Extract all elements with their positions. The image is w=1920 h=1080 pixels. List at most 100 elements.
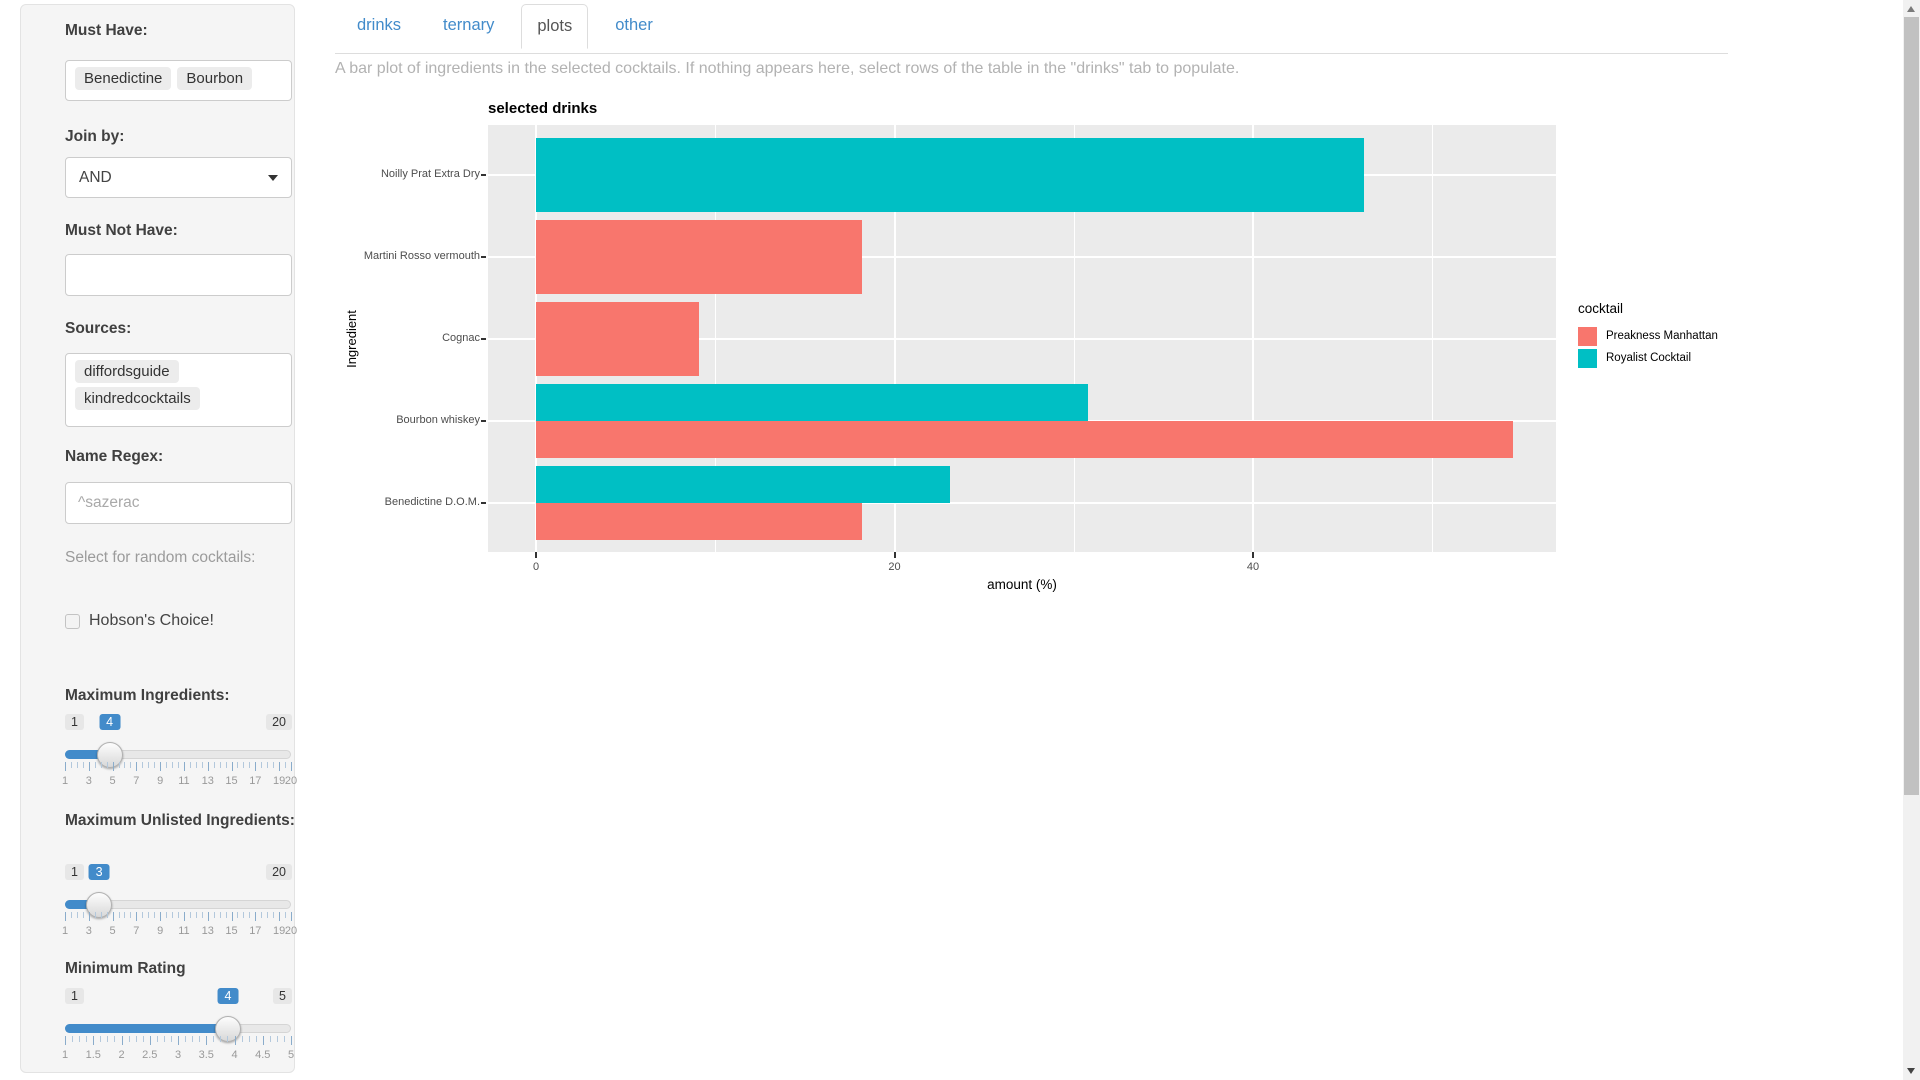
slider-tick-major bbox=[88, 912, 90, 921]
bar-preakness bbox=[536, 302, 700, 376]
tab-ternary[interactable]: ternary bbox=[428, 4, 509, 54]
max-unlisted-ingredients-slider[interactable]: 1 20 3 1 3 5 7 9 11 13 15 17 19 20 bbox=[61, 862, 297, 940]
slider-max-label: 5 bbox=[273, 988, 292, 1004]
slider-tick bbox=[189, 762, 191, 768]
hobsons-choice-label[interactable]: Hobson's Choice! bbox=[89, 612, 214, 629]
slider-tick bbox=[100, 1036, 102, 1042]
scrollbar-thumb[interactable] bbox=[1904, 17, 1919, 795]
y-tick-label: Cognac bbox=[442, 332, 480, 344]
tab-other-link[interactable]: other bbox=[615, 16, 653, 34]
slider-tick bbox=[237, 912, 239, 918]
slider-tick-label: 17 bbox=[249, 925, 262, 937]
slider-tick-major bbox=[291, 762, 292, 771]
slider-tick-label: 2.5 bbox=[142, 1049, 158, 1061]
legend-swatch bbox=[1578, 326, 1597, 346]
slider-tick-major bbox=[88, 762, 90, 771]
slider-tick-label: 7 bbox=[133, 925, 140, 937]
must-not-have-input[interactable] bbox=[65, 254, 292, 296]
x-tick-label: 40 bbox=[1246, 561, 1260, 573]
slider-tick bbox=[178, 762, 179, 768]
must-have-label: Must Have: bbox=[65, 22, 148, 39]
slider-tick-major bbox=[291, 1036, 292, 1045]
slider-tick bbox=[124, 912, 126, 918]
bar-preakness bbox=[536, 421, 1513, 458]
name-regex-input[interactable] bbox=[65, 482, 292, 524]
slider-tick-major bbox=[279, 912, 281, 921]
slider-tick bbox=[163, 1036, 165, 1042]
plot-description: A bar plot of ingredients in the selecte… bbox=[335, 60, 1240, 77]
slider-tick bbox=[135, 1036, 137, 1042]
slider-tick bbox=[178, 912, 179, 918]
slider-tick-label: 20 bbox=[284, 925, 298, 937]
tab-other[interactable]: other bbox=[600, 4, 668, 54]
y-tick-mark bbox=[481, 256, 486, 258]
slider-tick-label: 7 bbox=[133, 775, 140, 787]
bar-royalist bbox=[536, 138, 1365, 212]
slider-tick bbox=[106, 912, 108, 918]
slider-tick-major bbox=[255, 912, 257, 921]
slider-tick bbox=[172, 912, 174, 918]
y-tick-mark bbox=[481, 502, 486, 504]
tag-chip[interactable]: Benedictine bbox=[75, 67, 172, 90]
minimum-rating-slider[interactable]: 1 5 4 1 1.5 2 2.5 3 3.5 4 4.5 5 bbox=[62, 986, 294, 1064]
chart-title: selected drinks bbox=[488, 100, 598, 117]
chart-legend: cocktail Preakness Manhattan Royalist Coc… bbox=[1578, 301, 1738, 369]
slider-tick bbox=[70, 762, 72, 768]
scroll-up-arrow-icon[interactable] bbox=[1907, 6, 1915, 12]
slider-tick-label: 3 bbox=[85, 925, 92, 937]
slider-handle[interactable] bbox=[86, 892, 113, 918]
slider-tick bbox=[243, 912, 245, 918]
slider-tick-label: 5 bbox=[109, 775, 116, 787]
tag-chip[interactable]: kindredcocktails bbox=[75, 387, 200, 410]
x-tick-mark bbox=[1252, 552, 1254, 558]
slider-tick bbox=[70, 912, 72, 918]
slider-max-label: 20 bbox=[266, 714, 292, 730]
slider-tick bbox=[195, 762, 197, 768]
join-by-select[interactable]: AND bbox=[65, 157, 292, 198]
legend-entry-label: Royalist Cocktail bbox=[1606, 352, 1691, 364]
tag-chip[interactable]: diffordsguide bbox=[75, 360, 179, 383]
tab-ternary-link[interactable]: ternary bbox=[443, 16, 495, 34]
slider-tick-label: 17 bbox=[249, 775, 262, 787]
slider-tick-major bbox=[279, 762, 281, 771]
sources-input[interactable]: diffordsguide kindredcocktails bbox=[65, 353, 292, 427]
tag-chip[interactable]: Bourbon bbox=[177, 67, 253, 90]
slider-tick bbox=[100, 762, 102, 768]
slider-tick bbox=[248, 1036, 250, 1042]
slider-tick bbox=[170, 1036, 172, 1042]
slider-tick bbox=[148, 912, 150, 918]
chart-plot-panel bbox=[488, 125, 1556, 552]
slider-tick-major bbox=[136, 912, 138, 921]
sidebar-filter-panel: Must Have: Benedictine Bourbon Join by: A… bbox=[20, 4, 297, 1073]
slider-tick bbox=[148, 762, 150, 768]
tab-bar: drinks ternary plots other bbox=[335, 4, 1728, 54]
tab-plots-link[interactable]: plots bbox=[521, 4, 589, 49]
slider-tick bbox=[283, 1036, 285, 1042]
tab-drinks[interactable]: drinks bbox=[342, 4, 416, 54]
slider-fill bbox=[65, 750, 110, 759]
slider-tick-label: 1 bbox=[61, 925, 69, 937]
max-unlisted-ingredients-label: Maximum Unlisted Ingredients: bbox=[65, 812, 295, 829]
slider-tick bbox=[220, 1036, 222, 1042]
tab-plots[interactable]: plots bbox=[521, 4, 589, 54]
vertical-scrollbar[interactable] bbox=[1903, 0, 1920, 1080]
tab-drinks-link[interactable]: drinks bbox=[357, 16, 402, 34]
slider-tick bbox=[219, 912, 221, 918]
hobsons-choice-checkbox[interactable] bbox=[65, 614, 80, 629]
x-tick-label: 0 bbox=[532, 561, 540, 573]
slider-tick bbox=[276, 1036, 278, 1042]
max-ingredients-slider[interactable]: 1 20 4 1 3 5 7 9 11 13 15 17 19 20 bbox=[62, 712, 297, 790]
slider-tick bbox=[82, 912, 84, 918]
slider-tick bbox=[86, 1036, 88, 1042]
slider-tick bbox=[142, 1036, 144, 1042]
slider-handle[interactable] bbox=[96, 742, 123, 768]
slider-tick bbox=[249, 912, 251, 918]
must-have-input[interactable]: Benedictine Bourbon bbox=[65, 60, 292, 101]
slider-tick bbox=[213, 912, 215, 918]
slider-tick-label: 5 bbox=[109, 925, 116, 937]
slider-tick bbox=[79, 1036, 81, 1042]
y-tick-label: Martini Rosso vermouth bbox=[363, 250, 480, 262]
slider-tick bbox=[94, 912, 96, 918]
scroll-down-arrow-icon[interactable] bbox=[1907, 1068, 1915, 1074]
